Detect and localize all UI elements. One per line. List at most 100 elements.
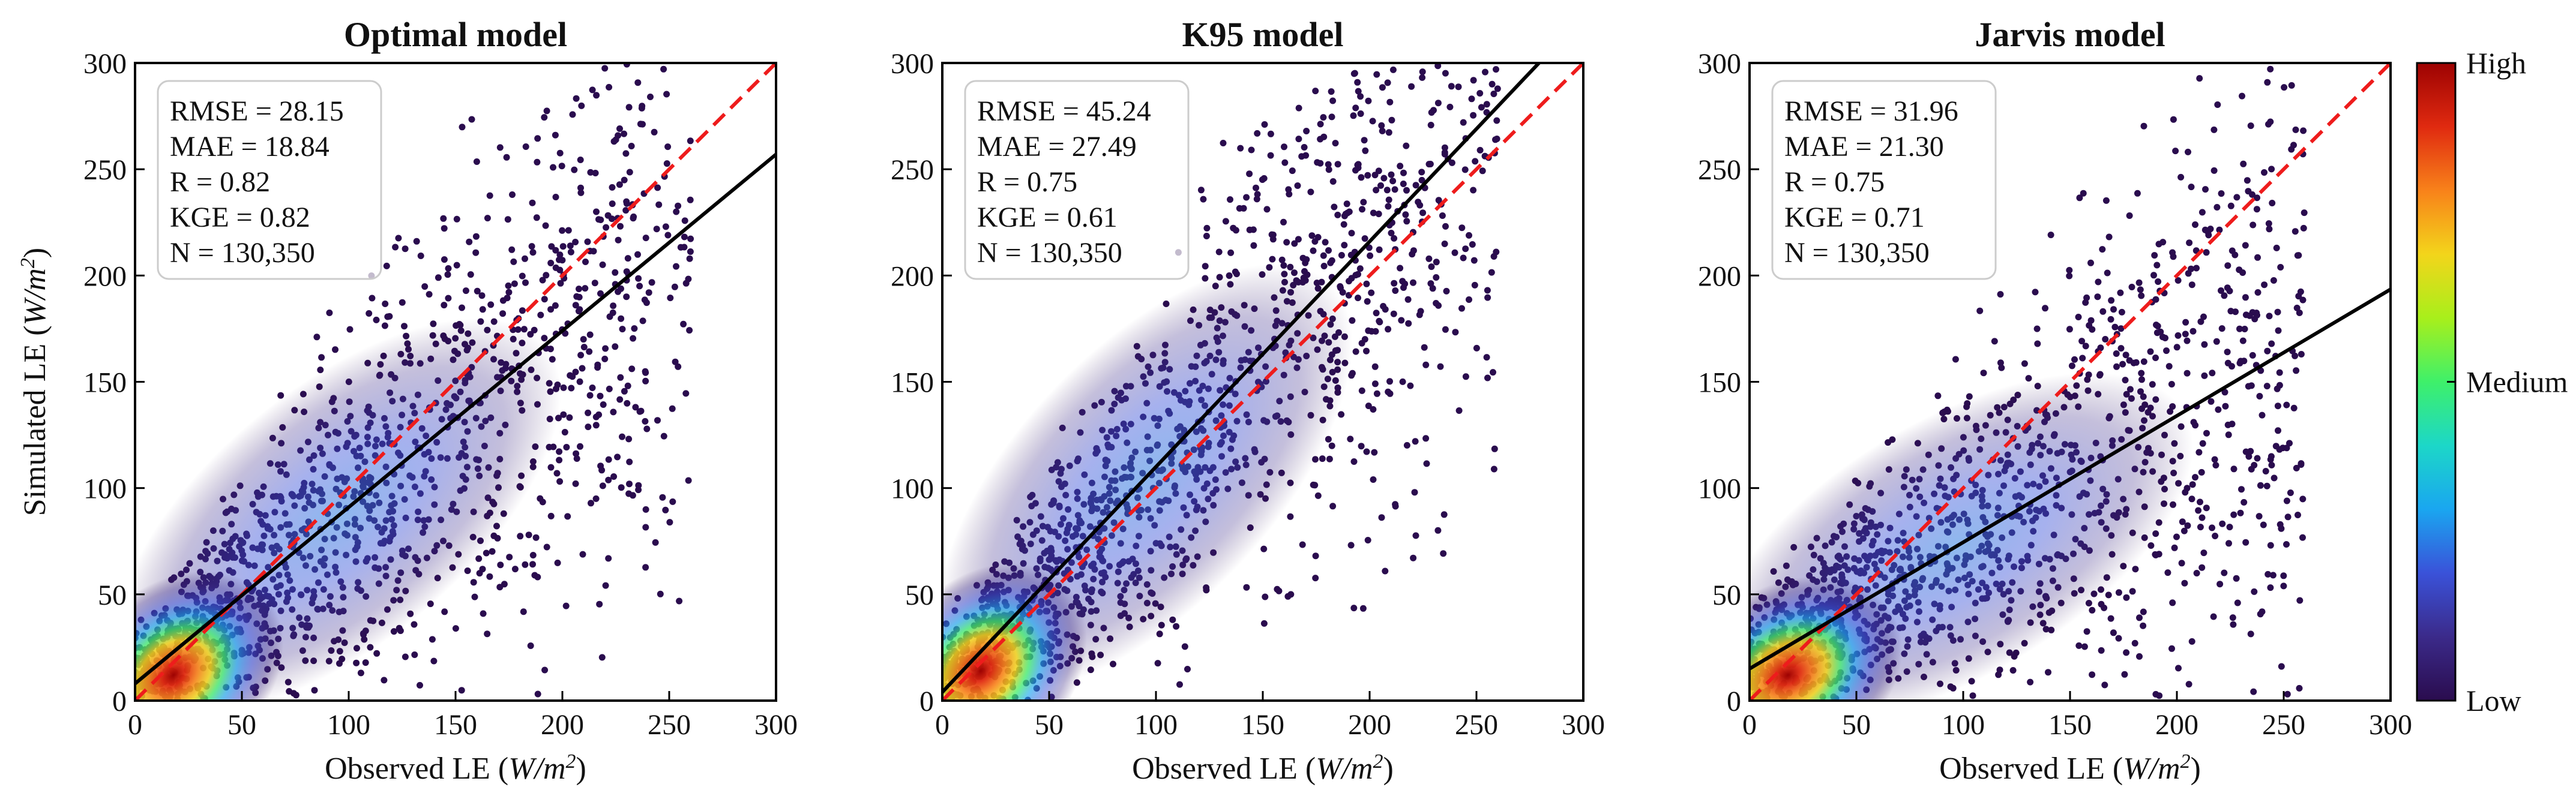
- scatter-point: [2260, 521, 2267, 528]
- scatter-point: [1434, 63, 1442, 70]
- scatter-point: [1367, 252, 1374, 259]
- scatter-point: [1307, 188, 1314, 196]
- scatter-point: [2197, 318, 2204, 325]
- scatter-point: [1352, 104, 1359, 112]
- scatter-point: [2087, 259, 2094, 266]
- scatter-point: [1462, 373, 1469, 380]
- scatter-point: [2083, 628, 2090, 635]
- scatter-point: [2136, 614, 2143, 621]
- y-tick-label: 100: [891, 473, 934, 505]
- scatter-point: [1400, 181, 1407, 187]
- scatter-point: [2201, 372, 2208, 379]
- y-tick-label: 50: [98, 579, 127, 611]
- scatter-point: [471, 593, 478, 600]
- scatter-point: [2299, 296, 2307, 304]
- scatter-point: [2268, 340, 2275, 347]
- scatter-point: [1220, 140, 1227, 146]
- scatter-point: [1365, 403, 1372, 410]
- scatter-point: [586, 348, 593, 355]
- scatter-point: [562, 602, 570, 609]
- scatter-point: [686, 255, 693, 262]
- scatter-point: [1322, 239, 1329, 246]
- scatter-point: [1267, 152, 1274, 159]
- x-tick-label: 0: [935, 709, 949, 741]
- scatter-point: [1263, 206, 1271, 213]
- scatter-point: [547, 306, 555, 313]
- scatter-point: [462, 287, 469, 295]
- scatter-point: [556, 478, 564, 485]
- scatter-point: [2234, 599, 2241, 606]
- scatter-point: [519, 307, 526, 314]
- scatter-point: [1355, 88, 1362, 95]
- scatter-point: [543, 543, 550, 551]
- scatter-point: [2298, 460, 2305, 467]
- scatter-point: [2214, 101, 2221, 108]
- scatter-point: [2066, 326, 2073, 333]
- scatter-point: [1452, 329, 1459, 336]
- scatter-point: [1320, 252, 1327, 259]
- scatter-point: [610, 408, 617, 416]
- scatter-point: [2134, 190, 2141, 197]
- scatter-point: [2203, 429, 2210, 437]
- scatter-point: [2240, 498, 2248, 506]
- scatter-point: [1443, 287, 1450, 295]
- one-to-one-line: [1750, 63, 2391, 701]
- x-tick-label: 200: [2155, 709, 2198, 741]
- scatter-point: [1326, 455, 1333, 462]
- scatter-point: [1490, 253, 1497, 260]
- scatter-point: [1479, 167, 1486, 175]
- scatter-point: [1388, 230, 1395, 236]
- scatter-point: [662, 506, 669, 513]
- scatter-point: [1476, 146, 1484, 154]
- scatter-point: [1411, 489, 1418, 496]
- scatter-point: [1371, 449, 1378, 456]
- scatter-point: [510, 258, 517, 265]
- scatter-point: [522, 279, 529, 286]
- scatter-point: [1355, 295, 1361, 302]
- scatter-point: [445, 295, 452, 302]
- scatter-point: [2132, 359, 2140, 366]
- scatter-point: [1422, 435, 1430, 442]
- scatter-point: [1365, 327, 1372, 334]
- scatter-point: [1425, 255, 1433, 262]
- scatter-point: [1363, 347, 1370, 355]
- scatter-point: [1328, 88, 1335, 95]
- scatter-point: [527, 642, 534, 649]
- scatter-point: [401, 323, 408, 330]
- scatter-point: [1407, 382, 1414, 389]
- scatter-point: [522, 143, 529, 150]
- scatter-point: [357, 669, 364, 677]
- scatter-point: [623, 293, 630, 301]
- scatter-point: [1308, 232, 1316, 239]
- one-to-one-line: [942, 63, 1583, 701]
- scatter-point: [497, 561, 504, 569]
- scatter-point: [1325, 247, 1332, 254]
- scatter-point: [1246, 170, 1253, 178]
- scatter-point: [2207, 398, 2215, 405]
- scatter-point: [1427, 122, 1434, 128]
- scatter-point: [1312, 88, 1319, 95]
- scatter-point: [1484, 294, 1491, 301]
- scatter-point: [2221, 389, 2228, 396]
- scatter-point: [417, 253, 424, 259]
- scatter-point: [687, 196, 694, 203]
- scatter-point: [1451, 249, 1458, 256]
- scatter-point: [2111, 323, 2119, 331]
- scatter-point: [2203, 249, 2210, 256]
- scatter-point: [2200, 313, 2207, 320]
- scatter-point: [1433, 259, 1440, 266]
- scatter-point: [1334, 161, 1341, 168]
- scatter-point: [2211, 456, 2218, 463]
- scatter-point: [1478, 104, 1485, 111]
- scatter-point: [441, 302, 448, 309]
- scatter-point: [556, 149, 564, 157]
- scatter-point: [592, 495, 600, 502]
- scatter-point: [566, 414, 573, 421]
- scatter-point: [2137, 286, 2144, 293]
- scatter-point: [631, 325, 638, 332]
- scatter-point: [402, 245, 409, 253]
- scatter-point: [567, 242, 574, 250]
- scatter-point: [1370, 476, 1377, 483]
- scatter-point: [2104, 269, 2111, 277]
- scatter-point: [2117, 345, 2125, 352]
